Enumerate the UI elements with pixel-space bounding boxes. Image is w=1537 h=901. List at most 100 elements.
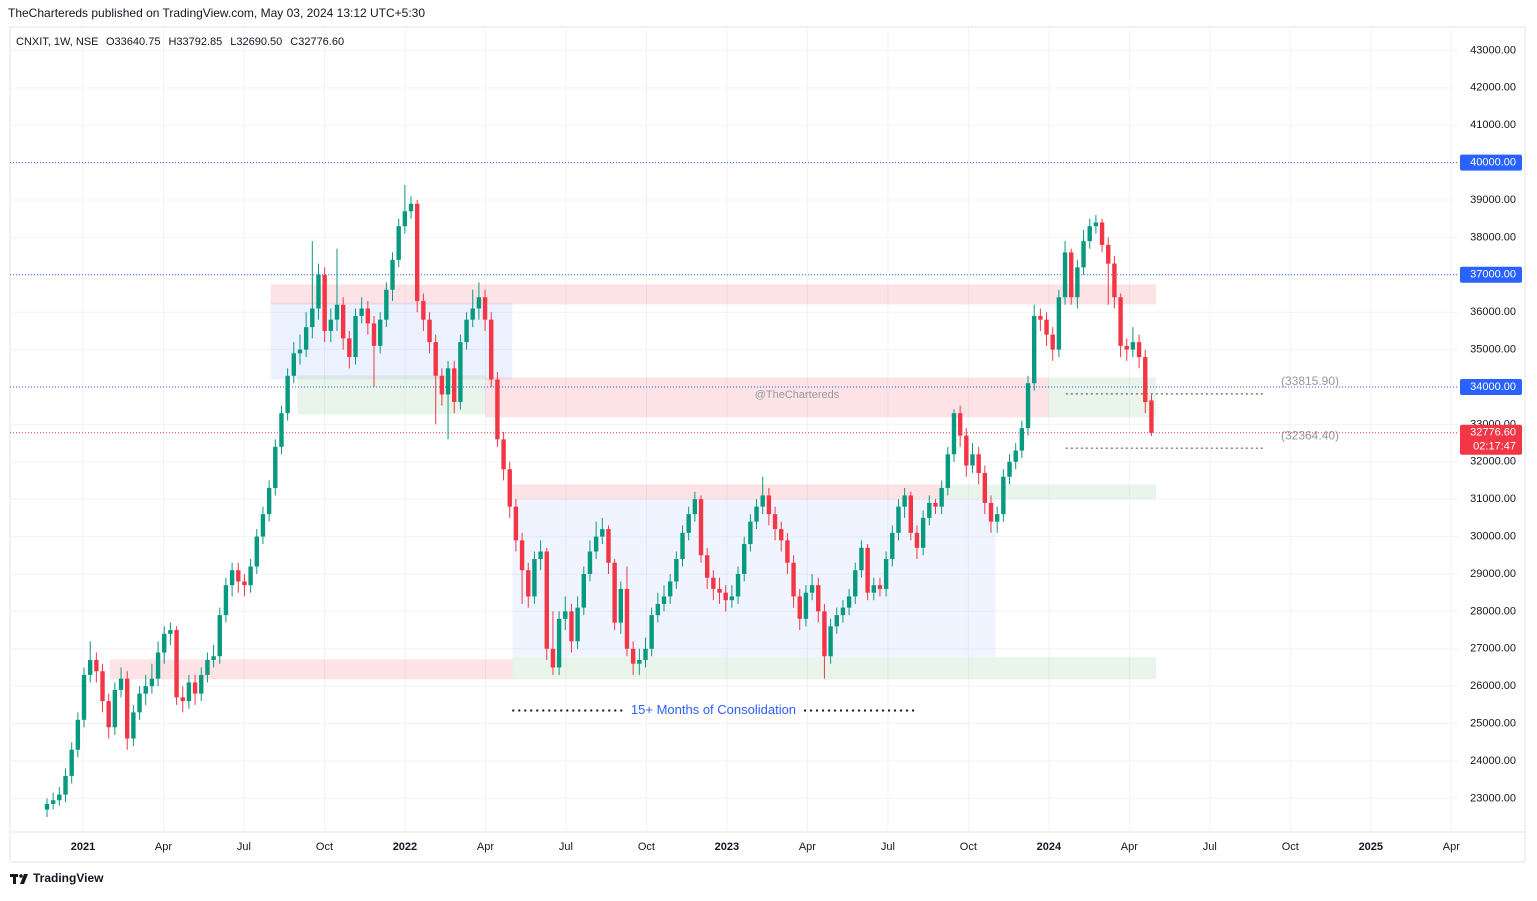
candle-body	[1069, 252, 1074, 298]
candle-body	[729, 596, 735, 601]
candle-body	[674, 559, 679, 582]
y-tick-label: 30000.00	[1470, 530, 1516, 542]
candle-body	[513, 506, 519, 541]
candle-body	[834, 615, 839, 627]
candle-body	[421, 300, 426, 320]
candle-body	[118, 678, 124, 690]
zone	[512, 657, 1157, 680]
candle-body	[890, 532, 895, 560]
level-badge	[1460, 378, 1522, 395]
ohlc-value: L32690.50	[230, 36, 282, 48]
candle-body	[957, 413, 963, 436]
candle-body	[606, 529, 611, 563]
candle-body	[377, 319, 383, 346]
zone	[941, 484, 1157, 500]
candle-body	[168, 630, 173, 634]
candle-body	[976, 454, 981, 474]
candle-body	[75, 719, 81, 750]
candle-body	[470, 308, 475, 320]
y-tick-label: 32000.00	[1470, 456, 1516, 468]
candle-body	[846, 596, 852, 608]
candle-body	[828, 626, 833, 657]
candle-body	[112, 689, 118, 728]
y-tick-label: 28000.00	[1470, 605, 1516, 617]
candle-body	[556, 618, 562, 668]
x-tick-label: Apr	[477, 841, 494, 853]
candle-body	[489, 319, 494, 380]
candle-body	[538, 551, 543, 560]
candle-body	[612, 562, 617, 623]
candle-body	[649, 615, 654, 649]
candle-body	[433, 342, 438, 376]
candle-body	[316, 274, 321, 309]
candle-body	[698, 499, 704, 556]
candle-body	[229, 570, 235, 586]
candle-body	[791, 562, 796, 597]
y-tick-label: 31000.00	[1470, 493, 1516, 505]
candle-body	[254, 536, 259, 567]
x-tick-label: Oct	[316, 841, 333, 853]
candle-body	[199, 674, 204, 694]
candle-body	[661, 596, 667, 604]
candle-body	[1019, 428, 1025, 451]
x-tick-label: Jul	[1203, 841, 1217, 853]
candle-body	[939, 487, 944, 507]
candle-body	[951, 413, 957, 455]
candle-body	[458, 342, 463, 402]
candle-body	[100, 671, 105, 702]
candle-body	[347, 338, 352, 358]
candle-body	[174, 630, 179, 698]
candle-body	[883, 559, 889, 589]
x-tick-label: Jul	[237, 841, 251, 853]
candle-body	[908, 495, 913, 533]
candle-body	[334, 304, 340, 320]
footer-brand: TradingView	[33, 871, 104, 885]
ohlc-value: C32776.60	[290, 36, 344, 48]
candle-body	[63, 775, 68, 795]
candle-body	[853, 570, 858, 597]
candle-body	[519, 540, 525, 571]
x-tick-label: Apr	[1443, 841, 1460, 853]
candle-body	[1124, 345, 1129, 350]
x-tick-label: Apr	[155, 841, 172, 853]
candle-body	[297, 349, 303, 354]
x-tick-label: 2021	[71, 841, 95, 853]
candle-body	[544, 551, 549, 649]
candle-body	[303, 327, 309, 350]
candle-body	[871, 585, 876, 593]
candle-body	[131, 712, 136, 739]
logo	[10, 874, 28, 884]
candle-body	[1038, 315, 1043, 320]
candle-body	[242, 581, 247, 586]
candle-body	[359, 308, 364, 316]
candle-body	[914, 532, 920, 548]
candle-body	[569, 611, 574, 642]
candle-body	[704, 555, 710, 578]
candle-body	[840, 607, 846, 616]
candle-body	[988, 502, 994, 522]
candle-body	[495, 379, 500, 440]
candle-body	[408, 203, 414, 212]
candle-body	[581, 573, 586, 608]
candle-body	[155, 652, 161, 679]
candle-body	[273, 446, 278, 488]
candle-body	[526, 570, 531, 597]
candle-body	[94, 659, 99, 672]
candle-body	[1136, 342, 1142, 358]
zone	[109, 659, 513, 680]
candle-body	[1075, 267, 1080, 298]
axes: 23000.00 24000.00 25000.00 26000.00 27000.00…	[71, 44, 1522, 853]
candle-body	[982, 473, 988, 503]
candle-body	[692, 499, 698, 515]
candle-body	[902, 495, 907, 507]
candle-body	[1062, 252, 1068, 298]
candle-body	[575, 607, 580, 642]
measure-label: (33815.90)	[1281, 374, 1339, 388]
x-tick-label: Apr	[799, 841, 816, 853]
candle-body	[476, 297, 482, 309]
candle-body	[637, 659, 642, 664]
candle-body	[81, 674, 87, 720]
candle-body	[742, 544, 747, 574]
candle-body	[816, 585, 821, 612]
